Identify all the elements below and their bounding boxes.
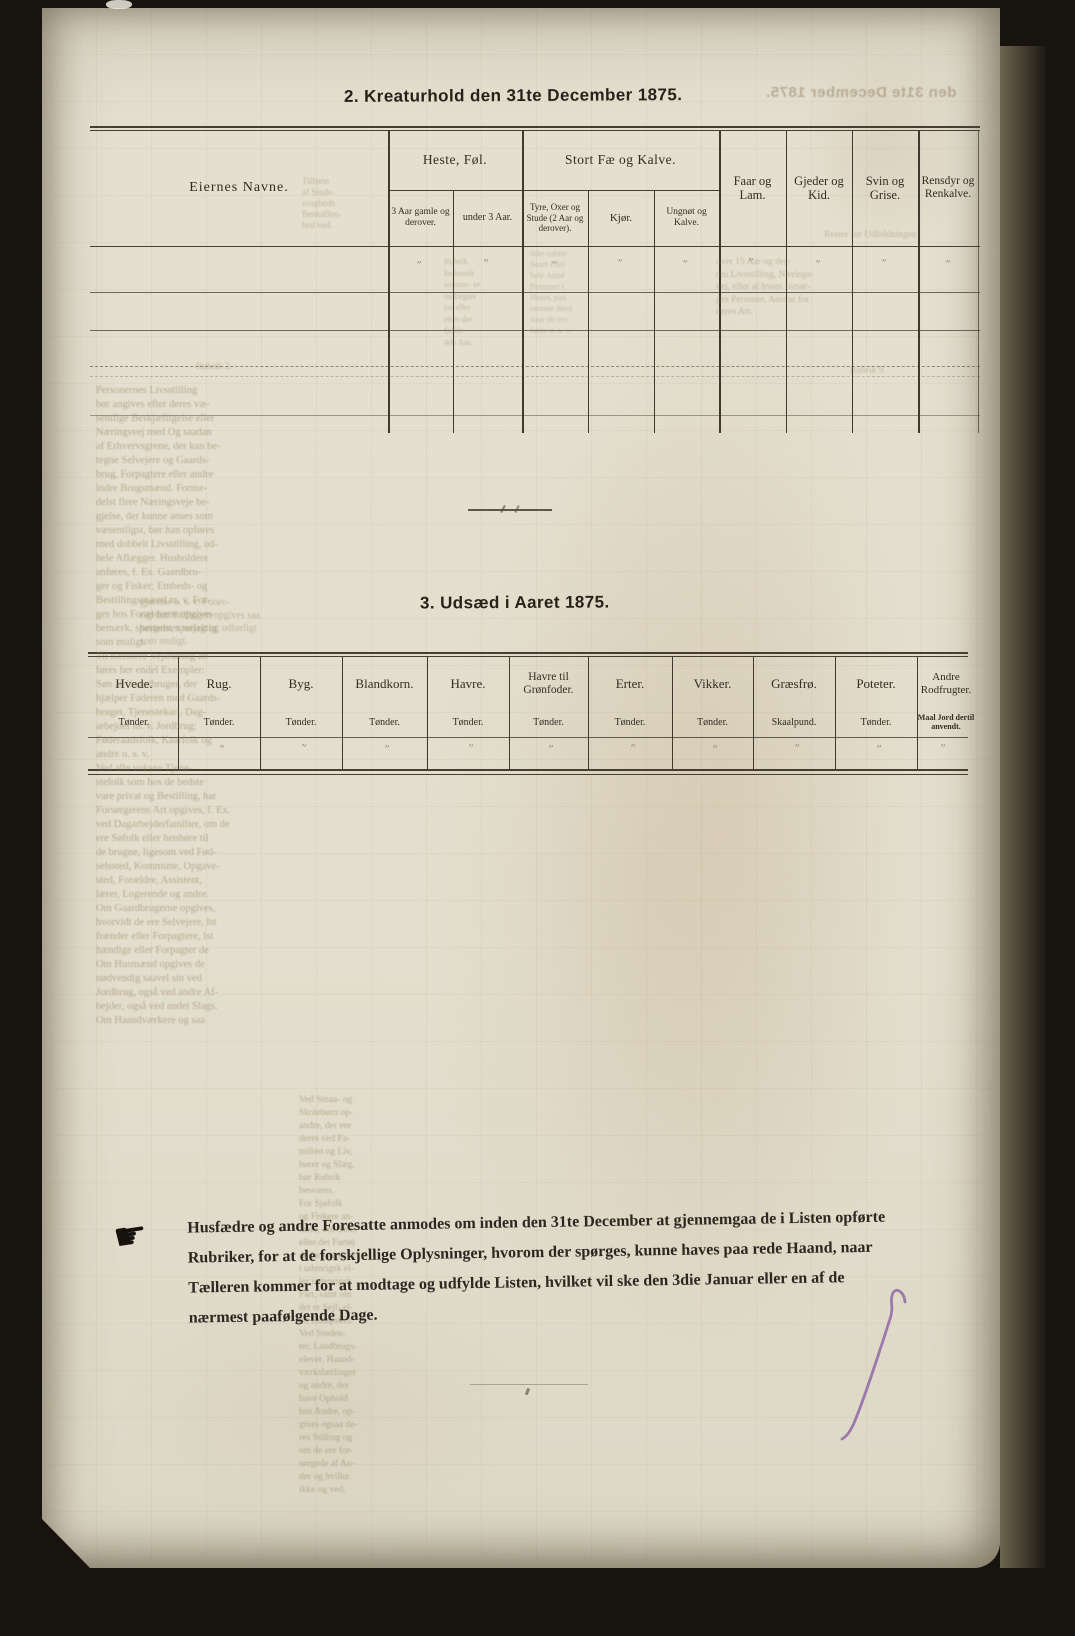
bleed-left-column: Personernes Livsstilling bør angives efte… [96, 385, 231, 1026]
table2-bottom-rule [88, 769, 968, 771]
header-pigs: Svin og Grise. [865, 173, 905, 202]
header-cattle-cows: Kjør. [609, 211, 633, 224]
seed-unit: Tønder. [285, 717, 317, 729]
table2-header-bottom-rule [88, 737, 968, 738]
bleed-fragment: Rester for Udfoldningen [824, 230, 917, 240]
bleed-above-seed-table: gjørelse o. s. v. Forøv-rigt bør Stillin… [140, 597, 260, 647]
table2-column-divider [260, 657, 261, 769]
table1-top-rule-2 [90, 130, 980, 131]
seed-unit: Skaalpund. [771, 717, 817, 729]
table2-top-rule-2 [88, 656, 968, 657]
seed-unit: Tønder. [203, 717, 235, 729]
bleed-fragment: Rubrik 2. [196, 362, 232, 372]
seed-col-vikker: Vikker. [693, 675, 732, 691]
seed-col-havre: Havre. [450, 675, 486, 691]
table1-right-edge [978, 130, 979, 433]
seed-unit: Tønder. [452, 717, 484, 729]
bleed-lower-column: Ved Smaa- og Skolebørn op-andre, der ere d… [299, 1095, 358, 1495]
seed-unit: Tønder. [533, 717, 564, 729]
header-horses-young: under 3 Aar. [462, 212, 513, 224]
header-reindeer: Rensdyr og Renkalve. [921, 174, 975, 200]
seed-col-rodfrugter: Andre Rodfrugter. [920, 671, 972, 696]
table1-row-rule [90, 330, 980, 331]
table1-header-bottom-rule [90, 246, 980, 247]
table2-column-divider [427, 657, 428, 769]
seed-col-rug: Rug. [206, 675, 232, 691]
section-separator-rule [468, 509, 552, 511]
header-owner-names: Eiernes Navne. [189, 179, 289, 195]
bleed-mid-col: ikke salme Snart i det hele Antal Personer … [530, 248, 574, 335]
table2-column-divider [835, 657, 836, 769]
bleed-right-col: over 15 Aar og der-om Livsstilling, Næri… [716, 257, 815, 317]
table1-group-underline [388, 190, 719, 191]
table2-bottom-rule-2 [88, 774, 968, 775]
table2-top-rule [88, 652, 968, 654]
seed-col-erter: Erter. [615, 675, 645, 691]
page-stack-edge [1000, 46, 1046, 1568]
table1-column-divider [588, 190, 589, 433]
table1-column-divider [453, 190, 454, 433]
seed-unit: Maal Jord dertil anvendt. [917, 713, 975, 731]
table1-column-divider [719, 130, 721, 433]
seed-unit: Tønder. [860, 717, 892, 729]
bleed-mirrored-heading: den 31te December 1875. [765, 84, 957, 101]
section3-title: 3. Udsæd i Aaret 1875. [419, 592, 610, 613]
seed-col-byg: Byg. [288, 675, 314, 691]
seed-col-hvede: Hvede. [115, 675, 153, 691]
seed-unit: Tønder. [697, 717, 728, 729]
table1-column-divider [918, 130, 920, 433]
table1-top-rule [90, 126, 980, 128]
table1-column-divider [388, 130, 390, 433]
table1-row-rule-dashed [90, 366, 980, 367]
header-horses-group: Heste, Føl. [422, 152, 488, 168]
seed-unit: Tønder. [614, 717, 646, 729]
scan-white-speck [106, 0, 132, 9]
manicule-icon: ☛ [110, 1211, 151, 1260]
header-goats: Gjeder og Kid. [794, 173, 844, 202]
paper-sheet [42, 8, 1000, 1568]
table1-row-rule-dashed [90, 376, 980, 377]
table2-column-divider [588, 657, 589, 769]
seed-col-gronfoder: Havre til Grønfoder. [523, 670, 574, 696]
bleed-fragment: Rubrik 9. [850, 366, 886, 376]
bleed-name-col-b: Rubrik. Indemelt somme- er indtægter (er ell… [444, 256, 481, 347]
grid-showthrough [42, 8, 1000, 1568]
table2-column-divider [509, 657, 510, 769]
table2-column-divider [342, 657, 343, 769]
table2-column-divider [753, 657, 754, 769]
table1-column-divider [654, 190, 655, 433]
table1-column-divider [852, 130, 853, 433]
bottom-faint-rule [470, 1384, 588, 1385]
table1-column-divider [522, 130, 524, 433]
seed-unit: Tønder. [369, 717, 400, 729]
seed-col-poteter: Poteter. [856, 675, 896, 691]
table2-column-divider [178, 657, 179, 769]
seed-col-blandkorn: Blandkorn. [355, 675, 414, 691]
instruction-notice: ☛ Husfædre og andre Foresatte anmodes om… [107, 1201, 981, 1335]
table1-column-divider [786, 130, 787, 433]
header-sheep: Faar og Lam. [733, 173, 772, 202]
table2-column-divider [917, 657, 918, 769]
table2-column-divider [672, 657, 673, 769]
seed-col-graesfro: Græsfrø. [771, 675, 817, 691]
seed-unit: Tønder. [118, 717, 150, 729]
header-horses-old: 3 Aar gamle og derover. [391, 207, 450, 228]
bleed-name-col-a: Tilførte af Sinds-svagheds Beskaffen-hed v… [302, 176, 342, 230]
header-cattle-calves: Ungnøt og Kalve. [666, 207, 707, 228]
table1-row-rule [90, 292, 980, 293]
header-cattle-group: Stort Fæ og Kalve. [564, 152, 676, 168]
table1-row-rule [90, 415, 980, 416]
section2-title: 2. Kreaturhold den 31te December 1875. [343, 85, 683, 106]
header-cattle-bulls: Tyre, Oxer og Stude (2 Aar og derover). [526, 202, 584, 234]
